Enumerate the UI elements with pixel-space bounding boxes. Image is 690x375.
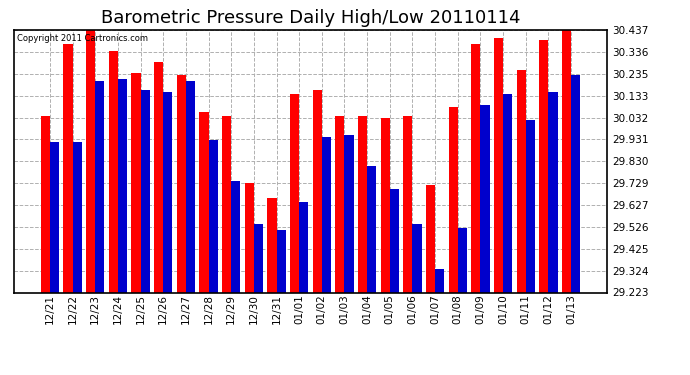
Bar [299,202,308,292]
Bar [571,75,580,292]
Bar [199,111,208,292]
Bar [208,140,217,292]
Bar [222,116,231,292]
Bar [562,29,571,292]
Bar [254,224,263,292]
Bar [404,116,413,292]
Text: Copyright 2011 Cartronics.com: Copyright 2011 Cartronics.com [17,34,148,43]
Bar [290,94,299,292]
Bar [494,38,503,292]
Bar [448,107,458,292]
Bar [358,116,367,292]
Bar [503,94,512,292]
Bar [480,105,490,292]
Bar [268,198,277,292]
Bar [549,92,558,292]
Bar [50,142,59,292]
Bar [526,120,535,292]
Bar [131,73,141,292]
Bar [141,90,150,292]
Bar [381,118,390,292]
Bar [245,183,254,292]
Bar [231,181,240,292]
Bar [277,231,286,292]
Bar [186,81,195,292]
Bar [322,138,331,292]
Bar [335,116,344,292]
Bar [540,40,549,292]
Bar [72,142,81,292]
Bar [313,90,322,292]
Bar [458,228,467,292]
Bar [367,166,376,292]
Bar [41,116,50,292]
Bar [390,189,399,292]
Bar [426,185,435,292]
Title: Barometric Pressure Daily High/Low 20110114: Barometric Pressure Daily High/Low 20110… [101,9,520,27]
Bar [413,224,422,292]
Bar [86,29,95,292]
Bar [163,92,172,292]
Bar [517,70,526,292]
Bar [177,75,186,292]
Bar [471,45,480,292]
Bar [154,62,163,292]
Bar [344,135,353,292]
Bar [118,79,127,292]
Bar [435,269,444,292]
Bar [109,51,118,292]
Bar [63,45,72,292]
Bar [95,81,104,292]
